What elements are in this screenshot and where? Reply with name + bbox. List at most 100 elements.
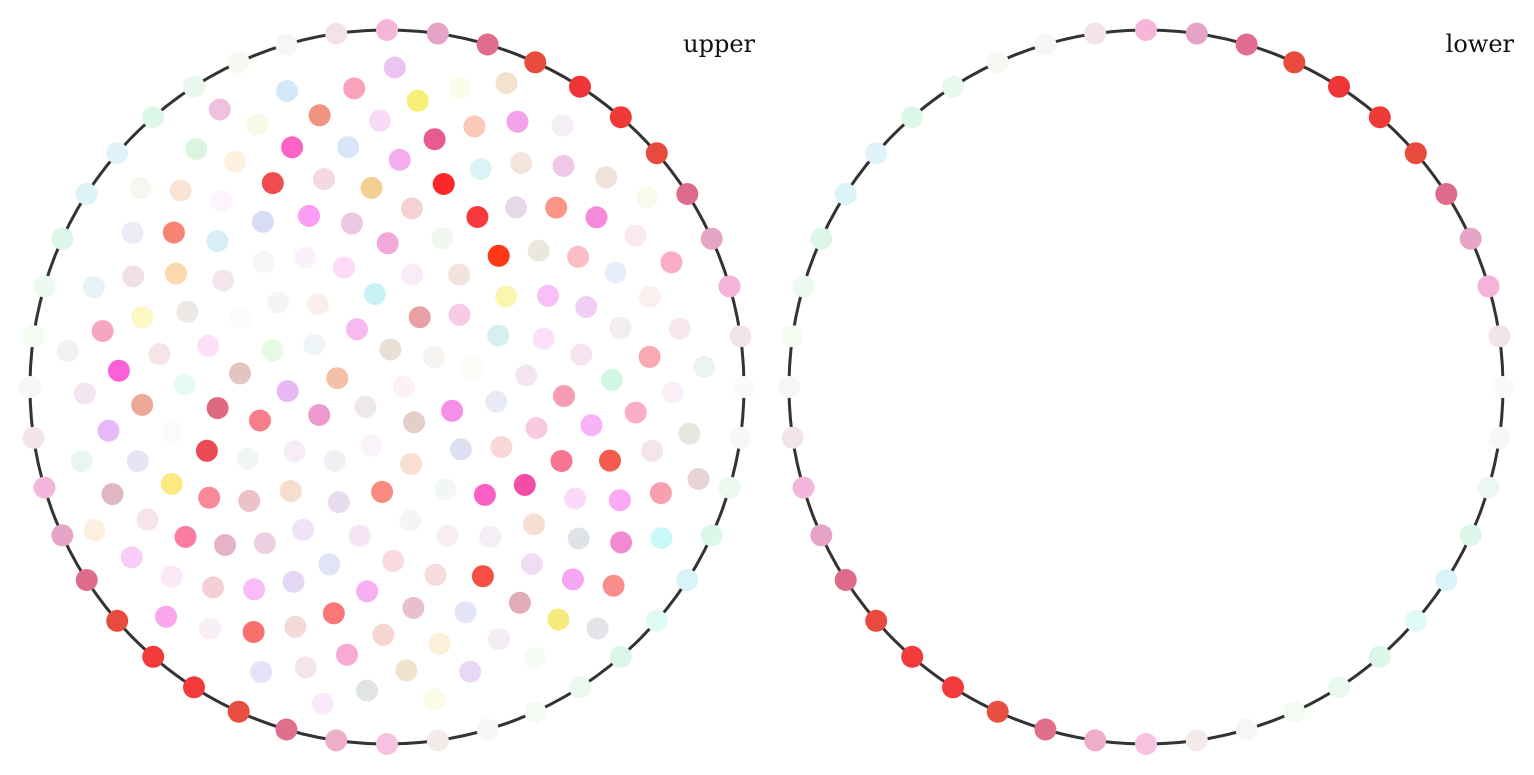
interior-point [469,158,492,180]
boundary-point [986,700,1009,723]
interior-point [126,450,149,473]
interior-point [600,368,623,391]
interior-point [432,173,455,195]
interior-point [436,524,459,547]
interior-point [423,688,446,711]
interior-point [165,262,187,285]
boundary-point [834,569,857,591]
interior-point [229,306,252,329]
boundary-point [781,325,804,348]
interior-point [210,190,233,212]
interior-point [448,263,471,286]
interior-point [174,525,197,548]
interior-point [392,376,415,398]
boundary-point [51,524,74,547]
boundary-point [524,51,547,74]
boundary-point [275,33,298,56]
interior-point [195,439,218,462]
boundary-point [986,51,1009,74]
interior-point [585,206,608,229]
interior-point [423,346,446,369]
interior-point [346,318,368,341]
interior-point [261,172,284,195]
interior-point [313,168,335,190]
boundary-point [183,676,205,699]
interior-point [506,110,529,133]
interior-point [487,244,510,267]
interior-point [649,482,672,505]
interior-point [408,306,431,329]
interior-point [693,355,716,378]
interior-point [261,339,284,362]
interior-point [379,338,402,361]
boundary-point [1459,524,1482,547]
interior-point [298,204,320,227]
interior-point [356,580,379,603]
boundary-point [810,524,833,547]
interior-point [490,436,513,459]
interior-point [463,115,486,138]
interior-point [229,362,251,385]
interior-point [169,179,192,202]
interior-point [176,300,199,323]
interior-point [279,480,302,502]
interior-point [160,472,183,495]
boundary-point [609,106,632,129]
interior-point [508,591,531,614]
interior-point [91,320,114,342]
boundary-point [22,426,45,449]
interior-point [586,617,609,640]
interior-point [428,632,451,655]
interior-point [395,659,418,682]
interior-point [318,553,341,576]
interior-point [303,333,326,356]
interior-point [608,489,631,512]
boundary-point [51,227,74,250]
boundary-point [1435,569,1458,591]
interior-point [638,345,661,368]
interior-point [515,364,538,387]
upper-points [19,19,755,755]
boundary-point [1084,22,1107,45]
boundary-point [426,22,449,45]
interior-point [354,395,377,418]
boundary-point [1084,729,1107,752]
interior-point [441,399,464,422]
boundary-point [1283,51,1306,74]
interior-point [567,245,590,268]
interior-point [250,660,273,683]
interior-point [131,393,154,416]
interior-point [107,359,130,382]
interior-point [323,450,346,473]
boundary-point [1185,22,1208,45]
interior-point [488,628,510,651]
interior-point [505,196,527,219]
interior-point [121,221,144,244]
boundary-point [275,718,298,741]
interior-point [454,601,477,624]
interior-point [360,434,383,457]
interior-point [322,602,345,625]
boundary-point [1185,729,1208,752]
interior-point [101,483,124,506]
interior-point [249,409,271,432]
interior-point [545,196,568,219]
interior-point [678,422,701,445]
interior-point [242,621,265,643]
interior-point [148,343,171,366]
boundary-point [569,75,591,98]
interior-point [348,524,371,547]
interior-point [638,285,661,308]
boundary-point [781,426,804,449]
interior-point [202,576,224,599]
interior-point [214,534,237,556]
boundary-point [901,106,924,129]
interior-point [252,250,275,273]
upper-panel: upper [19,19,756,755]
interior-point [595,166,618,189]
boundary-point [376,19,398,41]
interior-point [276,80,298,102]
interior-point [624,401,647,424]
interior-point [185,138,208,160]
boundary-point [718,476,741,499]
